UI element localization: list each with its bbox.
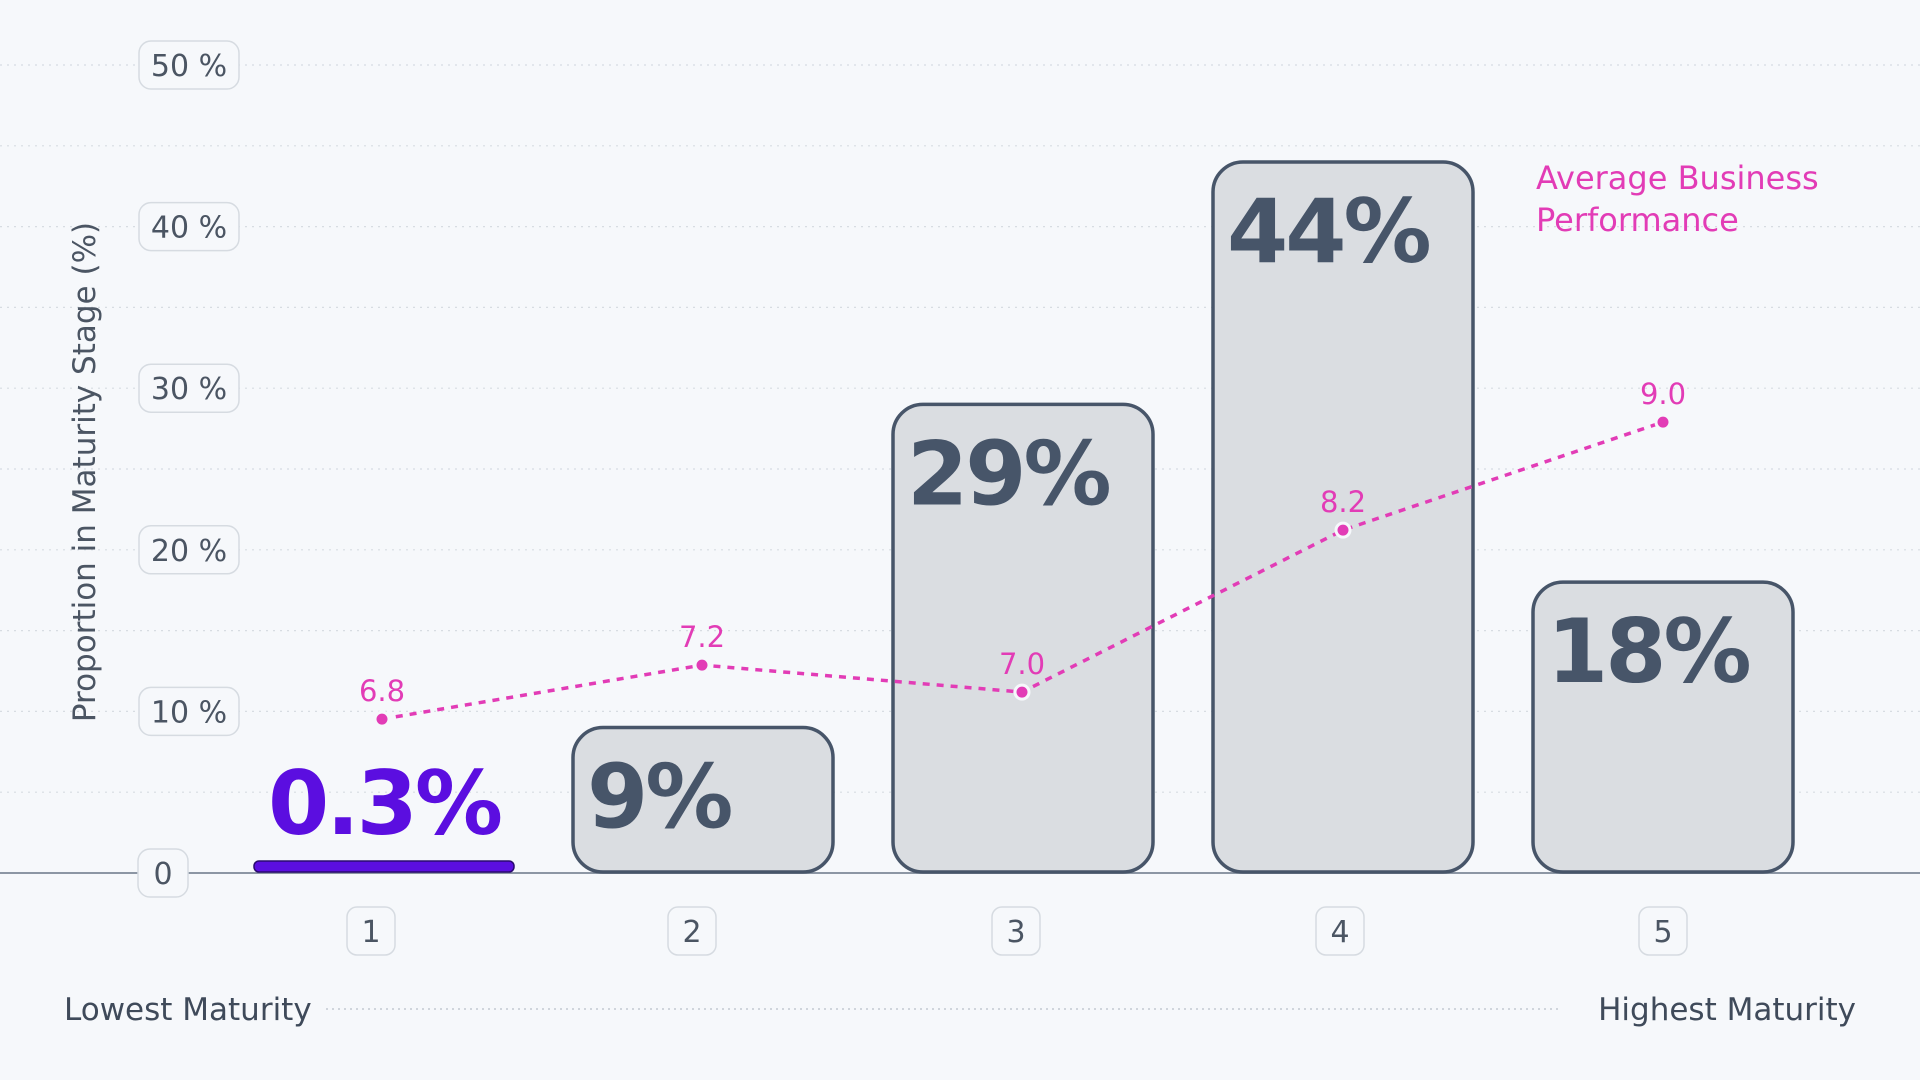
line-point-label: 9.0 [1640, 377, 1686, 411]
y-tick-label: 20 % [151, 534, 227, 569]
y-tick: 20 % [138, 525, 240, 575]
line-point [1334, 521, 1352, 539]
bar [253, 860, 515, 873]
x-tick: 4 [1315, 906, 1365, 956]
line-series-label-line: Performance [1536, 201, 1739, 239]
bar-value-label: 0.3% [268, 752, 501, 855]
x-axis: 1 2 3 4 5 [346, 906, 1688, 956]
x-tick-pill [1315, 906, 1365, 956]
bar-group: 44% [1211, 160, 1475, 874]
y-tick: 40 % [138, 201, 240, 252]
y-tick-label: 30 % [151, 372, 227, 407]
bars: 0.3% 9% 29% 44% 18% [253, 160, 1795, 874]
line-point-label: 6.8 [359, 674, 405, 708]
x-tick-pill [1638, 906, 1688, 956]
line-point [1013, 683, 1031, 701]
bar-value-label: 44% [1227, 180, 1429, 283]
maturity-scale: Lowest Maturity Highest Maturity [64, 992, 1856, 1028]
y-tick: 30 % [138, 363, 240, 413]
x-tick-pill [991, 906, 1041, 956]
x-tick-label: 1 [361, 915, 380, 950]
line-point [1654, 413, 1672, 431]
x-tick-pill [667, 906, 717, 956]
x-tick-label: 4 [1330, 915, 1349, 950]
y-tick-label: 10 % [151, 695, 227, 730]
bar [571, 725, 835, 874]
line-series-label-line: Average Business [1536, 159, 1819, 197]
x-tick-label: 5 [1653, 915, 1672, 950]
x-tick-label: 3 [1006, 915, 1025, 950]
y-tick: 0 [137, 848, 189, 898]
line-point-label: 8.2 [1320, 485, 1366, 519]
x-tick-label: 2 [682, 915, 701, 950]
x-tick-pill [346, 906, 396, 956]
x-tick: 2 [667, 906, 717, 956]
y-tick-pill [137, 848, 189, 898]
x-tick: 1 [346, 906, 396, 956]
bar [1531, 580, 1795, 874]
bar [1211, 160, 1475, 874]
bar-value-label: 18% [1547, 600, 1749, 703]
line-series-label: Average Business Performance [1536, 159, 1819, 239]
y-tick: 50 % [138, 40, 240, 90]
bar-value-label: 9% [587, 746, 731, 849]
y-tick-label: 40 % [151, 211, 227, 246]
y-axis: 0 10 % 20 % 30 % 40 % 50 % [137, 40, 240, 898]
y-tick-pill [138, 40, 240, 90]
y-tick-label: 50 % [151, 49, 227, 84]
line-point-label: 7.2 [679, 620, 725, 654]
bar-group: 9% [571, 725, 835, 874]
line-point [693, 656, 711, 674]
bar-group: 29% [891, 402, 1155, 874]
bar [891, 402, 1155, 874]
y-tick-pill [138, 525, 240, 575]
line-point [373, 710, 391, 728]
bar-group: 18% [1531, 580, 1795, 874]
y-tick-pill [138, 363, 240, 413]
highest-maturity-label: Highest Maturity [1598, 992, 1856, 1028]
x-tick: 3 [991, 906, 1041, 956]
x-tick: 5 [1638, 906, 1688, 956]
y-axis-title: Proportion in Maturity Stage (%) [67, 222, 103, 722]
lowest-maturity-label: Lowest Maturity [64, 992, 312, 1028]
line-point-label: 7.0 [999, 647, 1045, 681]
y-tick: 10 % [138, 686, 240, 737]
y-tick-pill [138, 201, 240, 252]
y-tick-label: 0 [153, 857, 172, 892]
performance-line: 6.8 7.2 7.0 8.2 9.0 [359, 377, 1686, 728]
bar-value-label: 29% [907, 422, 1109, 525]
y-tick-pill [138, 686, 240, 737]
bar-group: 0.3% [253, 752, 515, 873]
